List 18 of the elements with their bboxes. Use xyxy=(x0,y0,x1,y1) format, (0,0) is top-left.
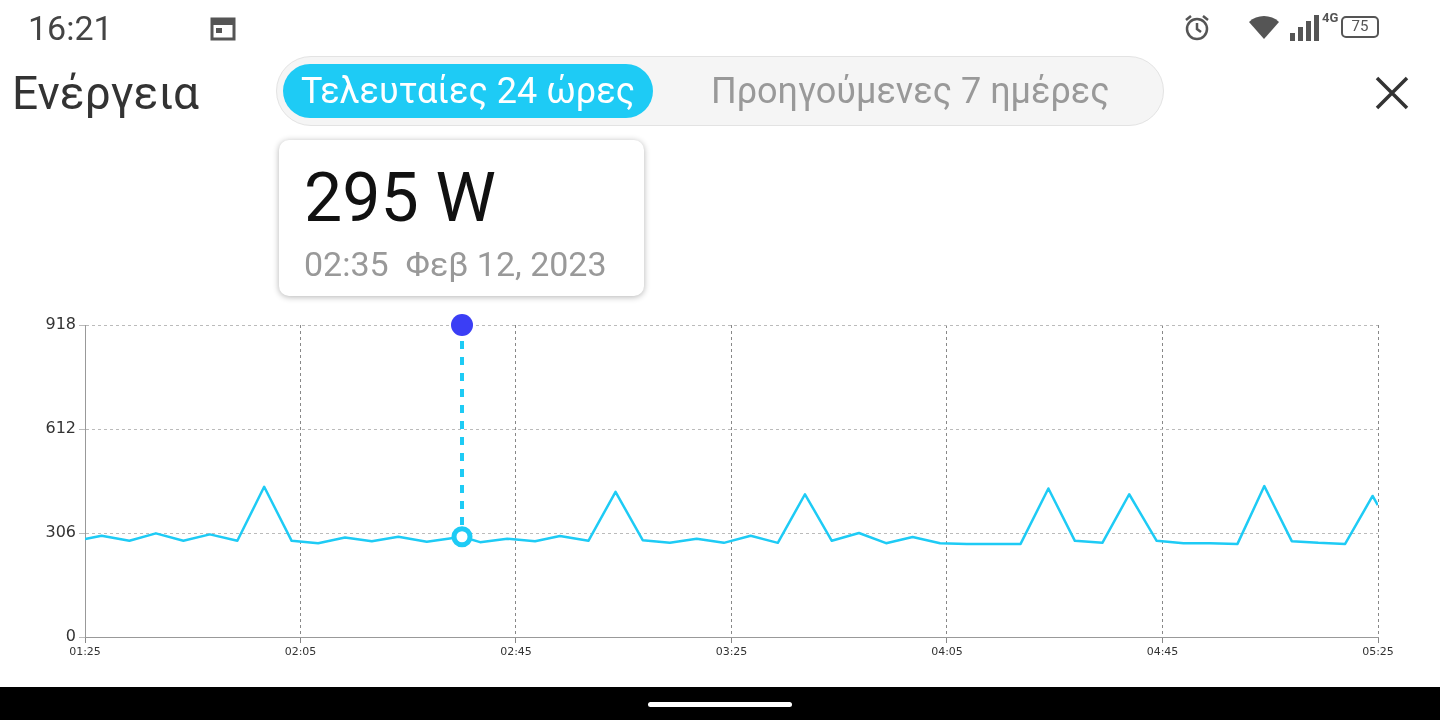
y-tick-label: 0 xyxy=(65,626,76,646)
x-tick-label: 03:25 xyxy=(715,645,748,659)
x-tick-label: 04:05 xyxy=(931,645,963,659)
text: 16:21 xyxy=(28,8,113,48)
x-tick-label: 02:45 xyxy=(500,645,532,659)
chart-title: Ενέργεια xyxy=(12,66,199,120)
x-tick-label: 05:25 xyxy=(1362,645,1394,659)
x-tick-label: 01:25 xyxy=(69,645,101,659)
y-tick-label: 612 xyxy=(45,418,76,438)
text: Τελευταίες 24 ώρες xyxy=(283,64,654,118)
x-tick-label: 04:45 xyxy=(1146,645,1179,659)
y-tick-label: 306 xyxy=(45,522,76,542)
text: 4G xyxy=(1322,10,1339,25)
x-tick-label: 02:05 xyxy=(284,645,317,659)
text: 02:35 Φεβ 12, 2023 xyxy=(304,244,607,284)
text: Προηγούμενες 7 ημέρες xyxy=(710,69,1111,114)
text: 295 W xyxy=(304,158,496,238)
y-tick-label: 918 xyxy=(45,314,76,334)
